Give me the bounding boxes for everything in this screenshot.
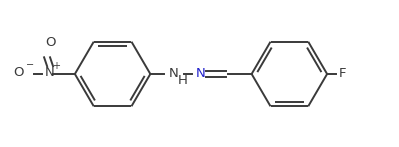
Text: O: O [45, 36, 55, 49]
Text: N: N [45, 66, 55, 78]
Text: N: N [196, 66, 206, 80]
Text: −: − [26, 60, 34, 70]
Text: F: F [339, 66, 346, 80]
Text: H: H [178, 74, 188, 87]
Text: O: O [14, 66, 24, 78]
Text: +: + [52, 61, 60, 71]
Text: N: N [169, 66, 179, 80]
